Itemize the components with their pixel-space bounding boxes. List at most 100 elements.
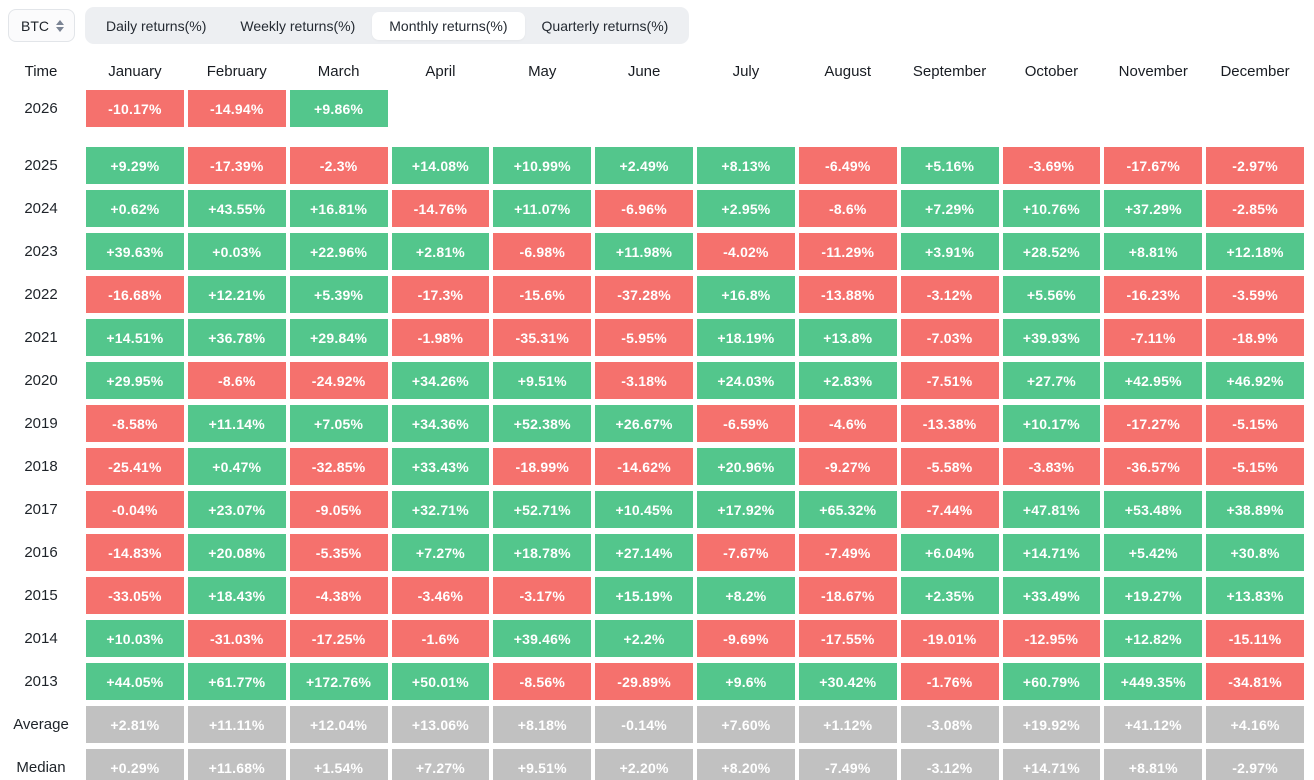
tab-daily-returns[interactable]: Daily returns(%) [106,17,207,34]
return-cell: -15.11% [1206,620,1304,657]
table-row-median: Median +0.29% +11.68% +1.54% +7.27% +9.51% +2.… [0,749,1304,780]
return-cell: +53.48% [1104,491,1203,528]
return-cell: +16.81% [289,190,388,227]
table-row-2021: 2021 +14.51% +36.78% +29.84% -1.98% -35.31% -5… [0,319,1304,356]
return-cell: +61.77% [187,663,286,700]
return-cell: +9.86% [289,90,388,127]
table-body: 2026 -10.17% -14.94% +9.86% 2025 +9.29% -17.39… [0,90,1304,780]
column-header-december: December [1220,62,1290,80]
return-cell: +18.78% [493,534,592,571]
return-cell: +30.8% [1206,534,1304,571]
monthly-returns-table: Time January February March April May June July… [0,58,1304,780]
return-cell: +8.20% [697,749,795,780]
return-cell: -14.83% [86,534,184,571]
return-cell: -18.99% [493,448,592,485]
updown-chevrons-icon [56,19,64,32]
return-cell: -2.85% [1206,190,1304,227]
return-cell: +11.14% [187,405,286,442]
return-cell: +11.68% [187,749,286,780]
return-cell: +20.08% [187,534,286,571]
return-cell: +9.29% [86,147,184,184]
return-cell: -14.76% [391,190,490,227]
return-cell: -6.96% [595,190,693,227]
row-label: 2016 [24,544,58,561]
tab-monthly-returns[interactable]: Monthly returns(%) [372,11,525,40]
return-cell: +5.39% [289,276,388,313]
empty-cell [1206,90,1304,127]
asset-selector[interactable]: BTC [8,9,75,42]
return-cell: +1.12% [798,706,897,743]
return-cell: +0.47% [187,448,286,485]
return-cell: +10.17% [1002,405,1101,442]
table-row-2015: 2015 -33.05% +18.43% -4.38% -3.46% -3.17% +15.… [0,577,1304,614]
tab-quarterly-returns[interactable]: Quarterly returns(%) [541,17,669,34]
return-cell: -3.46% [391,577,490,614]
table-row-2024: 2024 +0.62% +43.55% +16.81% -14.76% +11.07% -6… [0,190,1304,227]
return-cell: -5.15% [1206,448,1304,485]
empty-cell [595,90,693,127]
return-cell: +33.49% [1002,577,1101,614]
return-cell: -25.41% [86,448,184,485]
tab-weekly-returns[interactable]: Weekly returns(%) [240,17,356,34]
row-label: 2026 [24,100,58,117]
return-cell: -15.6% [493,276,592,313]
return-cell: +18.19% [697,319,795,356]
return-cell: -10.17% [86,90,184,127]
return-cell: +2.20% [595,749,693,780]
return-cell: -1.98% [391,319,490,356]
return-cell: +15.19% [595,577,693,614]
return-cell: +7.05% [289,405,388,442]
return-cell: -7.44% [900,491,999,528]
return-cell: -12.95% [1002,620,1101,657]
return-cell: +24.03% [697,362,795,399]
return-cell: -37.28% [595,276,693,313]
return-cell: +16.8% [697,276,795,313]
row-label: 2019 [24,415,58,432]
return-cell: -16.68% [86,276,184,313]
return-cell: +39.46% [493,620,592,657]
return-cell: -0.14% [595,706,693,743]
table-row-2023: 2023 +39.63% +0.03% +22.96% +2.81% -6.98% +11.… [0,233,1304,270]
return-cell: -3.59% [1206,276,1304,313]
return-cell: -5.15% [1206,405,1304,442]
return-cell: -7.03% [900,319,999,356]
column-header-march: March [317,62,360,80]
return-cell: -24.92% [289,362,388,399]
empty-cell [697,90,795,127]
return-cell: -32.85% [289,448,388,485]
row-label: 2021 [24,329,58,346]
column-header-august: August [824,62,872,80]
return-cell: +34.26% [391,362,490,399]
return-cell: +30.42% [798,663,897,700]
row-label: Average [13,716,69,733]
column-header-january: January [108,62,162,80]
return-cell: -17.3% [391,276,490,313]
return-cell: +8.18% [493,706,592,743]
return-cell: -3.08% [900,706,999,743]
row-label: 2023 [24,243,58,260]
return-cell: -5.95% [595,319,693,356]
return-cell: -11.29% [798,233,897,270]
return-cell: +27.14% [595,534,693,571]
row-label: 2018 [24,458,58,475]
return-cell: +10.76% [1002,190,1101,227]
empty-cell [1003,90,1101,127]
return-cell: +38.89% [1206,491,1304,528]
row-label: 2017 [24,501,58,518]
return-cell: +12.04% [289,706,388,743]
return-cell: -0.04% [86,491,184,528]
return-cell: -4.38% [289,577,388,614]
return-cell: +9.51% [493,749,592,780]
return-cell: +39.93% [1002,319,1101,356]
column-header-time: Time [24,62,58,80]
return-cell: -3.69% [1002,147,1101,184]
table-row-2022: 2022 -16.68% +12.21% +5.39% -17.3% -15.6% -37.… [0,276,1304,313]
return-cell: -29.89% [595,663,693,700]
return-cell: -1.76% [900,663,999,700]
return-cell: -7.11% [1104,319,1203,356]
return-cell: +0.29% [86,749,184,780]
return-cell: -35.31% [493,319,592,356]
column-header-september: September [912,62,987,80]
empty-cell [392,90,490,127]
return-cell: +10.45% [595,491,693,528]
